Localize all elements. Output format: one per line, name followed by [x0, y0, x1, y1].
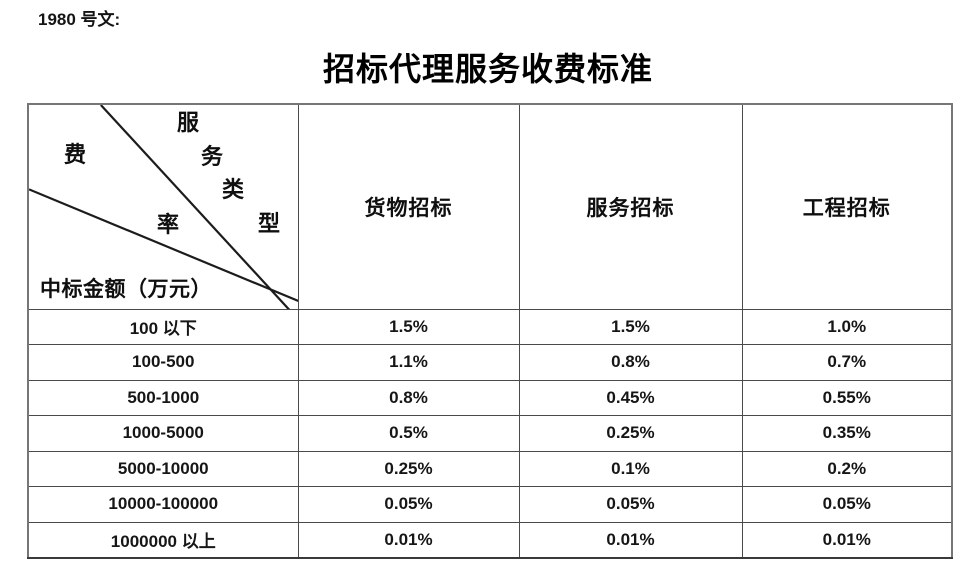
service-type-char-1: 服: [177, 110, 200, 135]
row-range-label: 100-500: [27, 344, 299, 381]
page-title: 招标代理服务收费标准: [322, 51, 653, 87]
diagonal-line-lower: [29, 188, 297, 302]
fee-value-cell: 1.0%: [741, 308, 953, 345]
fee-value-cell: 0.25%: [297, 450, 520, 487]
table-row: 500-1000 0.8% 0.45% 0.55%: [27, 379, 953, 416]
fee-value-cell: 0.01%: [741, 521, 953, 558]
table-header-row: 费 率 服 务 类 型 中标金额（万元） 货物招标 服务招标 工程招标: [27, 103, 953, 310]
fee-table: 费 率 服 务 类 型 中标金额（万元） 货物招标 服务招标 工程招标 100 …: [27, 103, 953, 559]
fee-value-cell: 0.5%: [297, 415, 520, 452]
fee-value-cell: 0.8%: [518, 344, 743, 381]
column-header-goods: 货物招标: [297, 103, 520, 310]
table-row: 1000-5000 0.5% 0.25% 0.35%: [27, 415, 953, 452]
fee-value-cell: 1.5%: [518, 308, 743, 345]
row-range-label: 500-1000: [27, 379, 299, 416]
service-type-char-3: 类: [222, 177, 245, 202]
fee-rate-char-2: 率: [157, 212, 180, 237]
table-row: 10000-100000 0.05% 0.05% 0.05%: [27, 486, 953, 523]
doc-number-label: 1980 号文:: [38, 10, 121, 29]
fee-value-cell: 0.25%: [518, 415, 743, 452]
table-row: 5000-10000 0.25% 0.1% 0.2%: [27, 450, 953, 487]
table-row: 100 以下 1.5% 1.5% 1.0%: [27, 308, 953, 345]
corner-header-cell: 费 率 服 务 类 型 中标金额（万元）: [27, 103, 299, 310]
service-type-char-4: 型: [258, 211, 281, 236]
row-range-label: 1000-5000: [27, 415, 299, 452]
fee-value-cell: 0.7%: [741, 344, 953, 381]
row-range-label: 100 以下: [27, 308, 299, 345]
fee-value-cell: 0.55%: [741, 379, 953, 416]
fee-value-cell: 0.2%: [741, 450, 953, 487]
fee-value-cell: 0.01%: [297, 521, 520, 558]
row-range-label: 1000000 以上: [27, 521, 299, 558]
fee-value-cell: 0.01%: [518, 521, 743, 558]
fee-rate-char-1: 费: [64, 142, 87, 167]
amount-axis-label: 中标金额（万元）: [40, 277, 212, 301]
fee-value-cell: 1.1%: [297, 344, 520, 381]
fee-value-cell: 0.1%: [518, 450, 743, 487]
fee-value-cell: 0.05%: [518, 486, 743, 523]
service-type-char-2: 务: [201, 144, 224, 169]
column-header-services: 服务招标: [518, 103, 743, 310]
fee-value-cell: 1.5%: [297, 308, 520, 345]
column-header-works: 工程招标: [741, 103, 953, 310]
fee-value-cell: 0.35%: [741, 415, 953, 452]
table-row: 100-500 1.1% 0.8% 0.7%: [27, 344, 953, 381]
fee-value-cell: 0.05%: [297, 486, 520, 523]
row-range-label: 5000-10000: [27, 450, 299, 487]
diagonal-line-upper: [100, 105, 290, 308]
fee-value-cell: 0.05%: [741, 486, 953, 523]
row-range-label: 10000-100000: [27, 486, 299, 523]
fee-value-cell: 0.8%: [297, 379, 520, 416]
fee-value-cell: 0.45%: [518, 379, 743, 416]
table-row: 1000000 以上 0.01% 0.01% 0.01%: [27, 521, 953, 558]
diagonal-divider: [29, 105, 297, 308]
